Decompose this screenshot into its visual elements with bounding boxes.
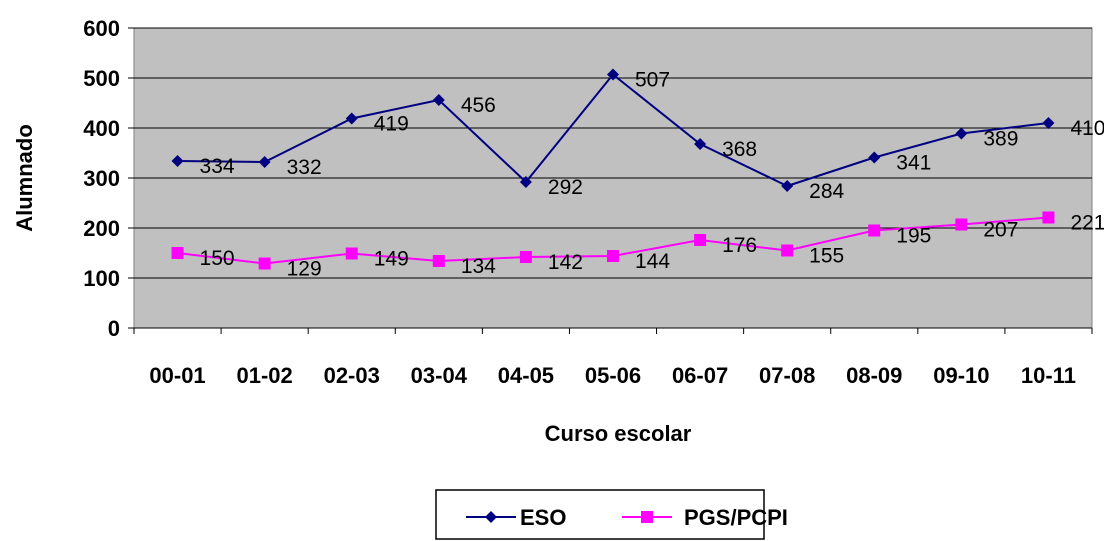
data-labels: 334 332 419 456 292 507 368 284 341 389 410 150 129 1…: [200, 69, 1104, 281]
data-label: 341: [896, 152, 931, 175]
data-label: 149: [374, 248, 409, 271]
data-label: 144: [635, 250, 670, 273]
x-tick-label: 08-09: [846, 363, 902, 388]
legend: ESO PGS/PCPI: [435, 489, 788, 540]
data-label: 284: [809, 180, 844, 203]
data-label: 221: [1070, 212, 1104, 235]
data-label: 176: [722, 234, 757, 257]
data-point: [781, 244, 794, 257]
data-label: 410: [1070, 117, 1104, 140]
data-label: 292: [548, 176, 583, 199]
x-tick-label: 07-08: [759, 363, 815, 388]
series-layer: [171, 68, 1055, 270]
y-tick-label: 300: [83, 166, 120, 191]
data-point: [641, 511, 653, 523]
x-tick-label: 05-06: [585, 363, 641, 388]
x-axis-ticks: 00-01 01-02 02-03 03-04 04-05 05-06 06-07 07-08…: [133, 328, 1093, 388]
data-label: 389: [983, 128, 1018, 151]
x-tick-label: 01-02: [236, 363, 292, 388]
data-point: [1042, 211, 1055, 224]
data-label: 207: [983, 219, 1018, 242]
data-label: 150: [200, 247, 235, 270]
y-tick-label: 200: [83, 216, 120, 241]
x-tick-label: 06-07: [672, 363, 728, 388]
y-tick-label: 400: [83, 116, 120, 141]
data-point: [345, 247, 358, 260]
data-point: [955, 218, 968, 231]
data-point: [519, 176, 532, 188]
data-point: [345, 112, 358, 125]
data-point: [607, 68, 619, 81]
data-point: [258, 257, 271, 270]
data-label: 507: [635, 69, 670, 92]
data-point: [171, 155, 184, 167]
data-point: [1042, 117, 1055, 129]
data-label: 134: [461, 255, 496, 278]
data-point: [432, 94, 445, 106]
data-point: [485, 511, 497, 523]
x-tick-label: 02-03: [324, 363, 380, 388]
data-point: [694, 234, 707, 246]
data-label: 368: [722, 138, 757, 161]
data-point: [868, 151, 881, 164]
x-tick-label: 00-01: [149, 363, 205, 388]
data-point: [258, 156, 271, 168]
y-axis-title: Alumnado: [12, 124, 37, 232]
x-axis-title: Curso escolar: [545, 421, 692, 446]
data-point: [171, 247, 184, 259]
data-point: [432, 255, 445, 267]
data-point: [607, 250, 619, 262]
data-label: 332: [287, 156, 322, 179]
y-tick-label: 600: [83, 16, 120, 41]
data-label: 419: [374, 113, 409, 136]
x-tick-label: 09-10: [933, 363, 989, 388]
x-tick-label: 10-11: [1021, 363, 1076, 388]
data-label: 129: [287, 258, 322, 281]
x-tick-label: 03-04: [411, 363, 468, 388]
data-point: [781, 180, 794, 192]
legend-label: PGS/PCPI: [684, 505, 788, 530]
data-label: 142: [548, 251, 583, 274]
y-axis-ticks: 0 100 200 300 400 500 600: [83, 16, 134, 341]
data-label: 334: [200, 155, 235, 178]
data-point: [519, 251, 532, 263]
data-label: 195: [896, 225, 931, 248]
data-label: 456: [461, 94, 496, 117]
legend-label: ESO: [520, 505, 566, 530]
y-tick-label: 100: [83, 266, 120, 291]
y-tick-label: 500: [83, 66, 120, 91]
data-point: [955, 127, 968, 140]
x-tick-label: 04-05: [498, 363, 554, 388]
y-tick-label: 0: [108, 316, 120, 341]
data-point: [868, 224, 881, 237]
data-label: 155: [809, 245, 844, 268]
data-point: [694, 138, 707, 150]
